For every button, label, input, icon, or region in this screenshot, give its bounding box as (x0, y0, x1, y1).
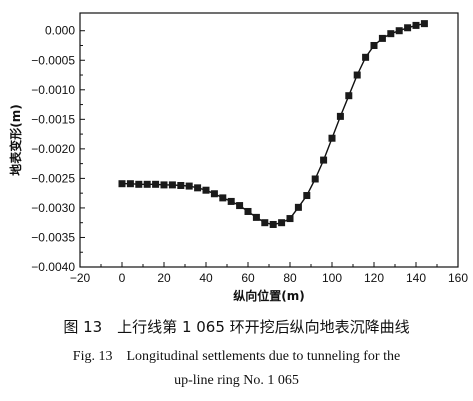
y-tick-label: −0.0015 (31, 112, 75, 126)
y-tick-label: −0.0040 (31, 260, 75, 274)
y-tick-label: −0.0030 (31, 201, 75, 215)
data-point (118, 180, 126, 188)
x-tick-label: 0 (119, 271, 126, 285)
y-tick-label: −0.0025 (31, 171, 75, 185)
data-point (269, 220, 277, 228)
data-point (345, 92, 353, 100)
data-point (328, 134, 336, 142)
data-point (320, 156, 328, 164)
data-point (370, 41, 378, 49)
data-point (303, 192, 311, 200)
data-point (210, 190, 218, 198)
data-markers (118, 20, 428, 228)
data-point (152, 180, 160, 188)
data-point (236, 202, 244, 210)
figure-caption-english-line1: Fig. 13 Longitudinal settlements due to … (72, 349, 401, 364)
y-tick-labels: 0.000 −0.0005 −0.0010 −0.0015 −0.0020 −0.0025… (31, 24, 75, 274)
x-tick-label: 100 (322, 271, 342, 285)
data-point (143, 180, 151, 188)
y-tick-label: −0.0035 (31, 230, 75, 244)
x-tick-label: 120 (364, 271, 384, 285)
data-point (362, 53, 370, 61)
x-tick-label: 20 (157, 271, 171, 285)
data-point (420, 20, 428, 28)
x-axis-title: 纵向位置(m) (233, 288, 304, 303)
data-point (126, 180, 134, 188)
settlement-chart: 0.000 −0.0005 −0.0010 −0.0015 −0.0020 −0.0025… (8, 12, 469, 303)
data-point (261, 219, 269, 227)
data-point (278, 219, 286, 227)
data-point (387, 30, 395, 38)
data-point (395, 27, 403, 35)
y-axis-title: 地表变形(m) (8, 104, 23, 175)
data-point (311, 175, 319, 183)
figure-caption-english-line2: up-line ring No. 1 065 (174, 373, 299, 388)
data-point (378, 34, 386, 42)
data-point (286, 215, 294, 223)
data-point (135, 180, 143, 188)
y-tick-label: −0.0020 (31, 142, 75, 156)
data-point (227, 197, 235, 205)
data-point (252, 213, 260, 221)
data-point (160, 181, 168, 189)
data-point (168, 181, 176, 189)
data-point (185, 182, 193, 190)
y-tick-label: 0.000 (45, 24, 75, 38)
x-tick-label: 60 (241, 271, 255, 285)
data-point (202, 186, 210, 194)
data-point (353, 71, 361, 79)
x-tick-label: −20 (70, 271, 91, 285)
data-point (177, 181, 185, 189)
x-tick-label: 80 (283, 271, 297, 285)
data-point (412, 21, 420, 29)
plot-frame (79, 12, 459, 268)
data-point (404, 24, 412, 32)
data-point (194, 184, 202, 192)
x-tick-label: 140 (406, 271, 426, 285)
data-point (219, 194, 227, 202)
data-point (244, 207, 252, 215)
y-tick-label: −0.0010 (31, 83, 75, 97)
x-tick-label: 160 (448, 271, 468, 285)
axis-ticks (79, 30, 459, 268)
x-tick-labels: −20 0 20 40 60 80 100 120 140 160 (70, 271, 469, 285)
figure-caption-chinese: 图 13 上行线第 1 065 环开挖后纵向地表沉降曲线 (63, 318, 410, 336)
data-point (294, 203, 302, 211)
x-tick-label: 40 (199, 271, 213, 285)
data-point (336, 112, 344, 120)
settlement-line (122, 22, 425, 226)
y-tick-label: −0.0005 (31, 53, 75, 67)
